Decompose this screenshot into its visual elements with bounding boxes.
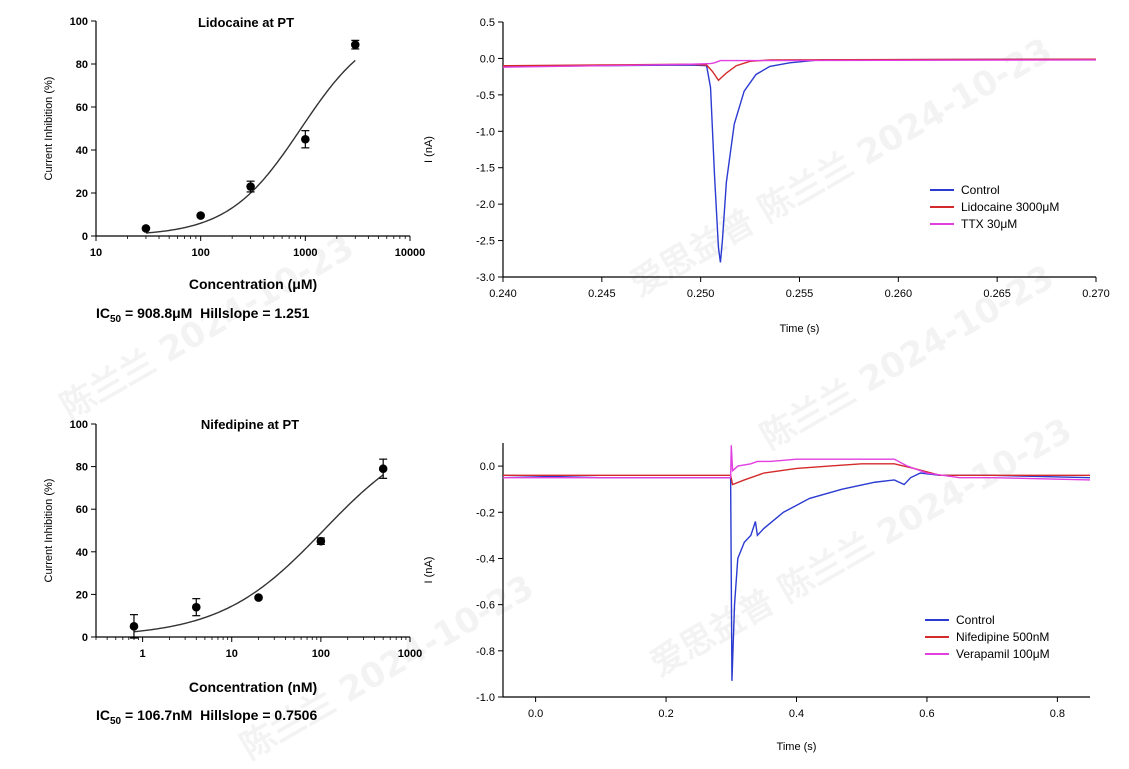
data-point: [129, 622, 139, 631]
data-point: [246, 182, 255, 191]
y-tick-label: -2.5: [476, 236, 495, 248]
legend-label: Lidocaine 3000μM: [961, 200, 1059, 214]
y-tick-label: 20: [76, 589, 88, 601]
legend: Control Nifedipine 500nM Verapamil 100μM: [925, 613, 1050, 661]
y-tick-label: -1.5: [476, 163, 495, 175]
x-tick-label: 1: [140, 648, 146, 660]
x-tick-label: 0.270: [1082, 288, 1110, 300]
y-tick-label: 0: [82, 231, 88, 243]
y-tick-label: -0.8: [476, 646, 495, 658]
x-axis-title: Concentration (nM): [189, 679, 317, 695]
ic50-prefix: IC: [96, 305, 110, 321]
x-tick-label: 1000: [398, 648, 422, 660]
y-axis-title: I (nA): [423, 557, 435, 584]
y-axis-title: Current Inhibition (%): [43, 77, 55, 181]
lidocaine-trace-chart: 0.5 0.0 -0.5 -1.0 -1.5 -2.0 -2.5 -3.0 0.240 0.245…: [423, 17, 1110, 335]
series-line: [503, 463, 1090, 486]
y-tick-label: -0.5: [476, 90, 495, 102]
legend-label: Nifedipine 500nM: [956, 630, 1049, 644]
legend-label: Verapamil 100μM: [956, 647, 1050, 661]
ic50-prefix: IC: [96, 707, 110, 723]
x-axis-title: Concentration (μM): [189, 276, 317, 292]
ic50-subscript: 50: [110, 313, 122, 325]
y-tick-label: 0.0: [480, 53, 495, 65]
data-point: [378, 464, 388, 474]
data-point: [141, 224, 151, 233]
y-axis-title: Current Inhibition (%): [43, 479, 55, 583]
fit-curve: [133, 474, 384, 633]
legend-label: TTX 30μM: [961, 217, 1017, 231]
x-tick-label: 0.265: [983, 288, 1011, 300]
y-tick-label: 40: [76, 145, 88, 157]
x-tick-label: 0.8: [1050, 708, 1065, 720]
x-axis-title: Time (s): [780, 323, 820, 335]
y-tick-label: 40: [76, 547, 88, 559]
x-tick-label: 100: [191, 247, 209, 259]
fit-curve: [145, 59, 356, 234]
nifedipine-ic50-caption: IC50 = 106.7nM Hillslope = 0.7506: [96, 707, 317, 727]
y-tick-label: -0.4: [476, 553, 495, 565]
x-tick-label: 1000: [293, 247, 317, 259]
x-tick-label: 0.260: [885, 288, 913, 300]
x-tick-label: 0.0: [528, 708, 543, 720]
nifedipine-dose-response-chart: 0 20 40 60 80 100 1 10 100 1000 Concentration (nM)…: [43, 417, 422, 695]
y-tick-label: 0.5: [480, 17, 495, 29]
x-tick-label: 0.4: [789, 708, 804, 720]
x-tick-label: 0.255: [786, 288, 814, 300]
x-tick-label: 0.2: [658, 708, 673, 720]
y-tick-label: -1.0: [476, 126, 495, 138]
data-point: [350, 40, 360, 49]
chart-title: Nifedipine at PT: [201, 417, 299, 432]
x-tick-label: 0.250: [687, 288, 715, 300]
series-line: [502, 58, 1097, 263]
lidocaine-dose-response-chart: 0 20 40 60 80 100 10 100 1000 10000 Concentration …: [43, 15, 425, 292]
y-tick-label: 60: [76, 504, 88, 516]
chart-title: Lidocaine at PT: [198, 15, 294, 30]
x-axis-title: Time (s): [777, 741, 817, 753]
y-tick-label: -0.6: [476, 600, 495, 612]
hillslope-value: Hillslope = 1.251: [200, 305, 310, 321]
data-point: [196, 211, 205, 220]
x-tick-label: 0.240: [489, 288, 517, 300]
x-tick-label: 10: [90, 247, 102, 259]
legend-label: Control: [961, 183, 1000, 197]
y-tick-label: -0.2: [476, 507, 495, 519]
y-tick-label: 0.0: [480, 461, 495, 473]
y-tick-label: 80: [76, 462, 88, 474]
series-line: [503, 445, 1091, 481]
series-line: [502, 59, 1097, 68]
x-tick-label: 0.6: [919, 708, 934, 720]
x-tick-label: 10: [226, 648, 238, 660]
y-tick-label: -2.0: [476, 199, 495, 211]
legend-label: Control: [956, 613, 995, 627]
y-tick-label: 100: [70, 419, 88, 431]
data-point: [191, 602, 201, 612]
y-tick-label: -3.0: [476, 272, 495, 284]
data-point: [254, 593, 263, 602]
nifedipine-trace-chart: 0.0 -0.2 -0.4 -0.6 -0.8 -1.0 0.0 0.2 0.4 0.6 0.8 Ti…: [423, 443, 1091, 753]
y-tick-label: 80: [76, 59, 88, 71]
y-tick-label: 20: [76, 188, 88, 200]
lidocaine-ic50-caption: IC50 = 908.8μM Hillslope = 1.251: [96, 305, 309, 325]
hillslope-value: Hillslope = 0.7506: [200, 707, 318, 723]
series-line: [502, 472, 1091, 681]
legend: Control Lidocaine 3000μM TTX 30μM: [930, 183, 1059, 231]
y-axis-title: I (nA): [423, 136, 435, 163]
y-tick-label: -1.0: [476, 692, 495, 704]
y-tick-label: 100: [70, 16, 88, 28]
x-tick-label: 100: [312, 648, 330, 660]
x-tick-label: 0.245: [588, 288, 616, 300]
ic50-value: = 908.8μM: [121, 305, 193, 321]
y-tick-label: 0: [82, 632, 88, 644]
data-point: [301, 134, 310, 144]
data-point: [316, 536, 326, 546]
x-tick-label: 10000: [395, 247, 426, 259]
ic50-value: = 106.7nM: [121, 707, 193, 723]
ic50-subscript: 50: [110, 715, 122, 727]
y-tick-label: 60: [76, 102, 88, 114]
